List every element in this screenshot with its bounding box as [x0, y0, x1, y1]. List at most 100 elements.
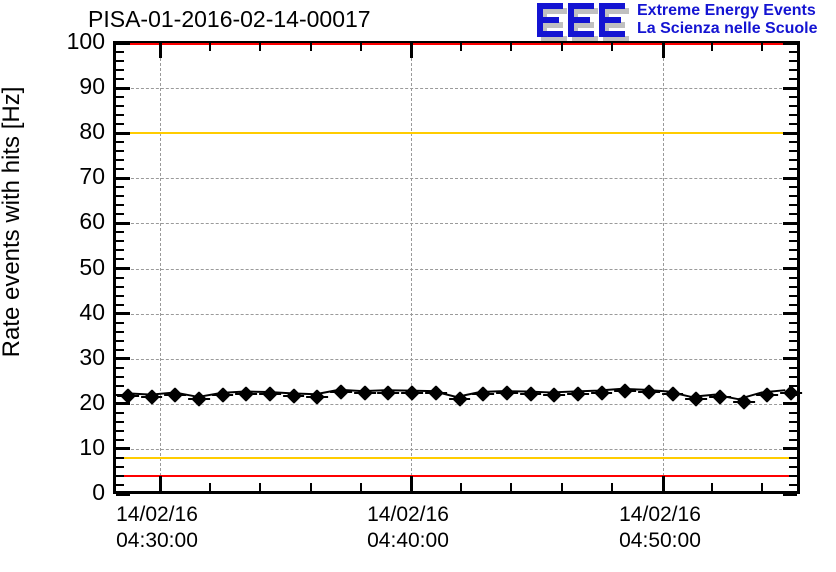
y-axis-minor-tick	[789, 420, 797, 423]
y-axis-minor-tick	[789, 186, 797, 189]
y-axis-minor-tick	[789, 213, 797, 216]
y-axis-minor-tick	[116, 114, 124, 117]
y-axis-minor-tick	[789, 150, 797, 153]
x-axis-tick-time: 04:40:00	[367, 529, 449, 552]
x-axis-minor-tick	[560, 43, 563, 51]
x-axis-minor-tick	[610, 43, 613, 51]
y-axis-minor-tick	[789, 429, 797, 432]
y-axis-tick-label: 40	[79, 298, 105, 325]
y-axis-tick-label: 60	[79, 208, 105, 235]
y-axis-minor-tick	[116, 420, 124, 423]
y-axis-minor-tick	[116, 78, 124, 81]
eee-letter-shadow-icon	[572, 8, 598, 42]
y-gridline	[116, 223, 797, 225]
y-axis-minor-tick	[789, 249, 797, 252]
y-axis-tick	[116, 131, 130, 135]
y-axis-minor-tick	[789, 123, 797, 126]
x-axis-minor-tick	[359, 483, 362, 491]
x-gridline	[663, 43, 664, 491]
y-axis-minor-tick	[116, 123, 124, 126]
y-axis-tick	[783, 41, 797, 45]
y-axis-minor-tick	[789, 159, 797, 162]
y-gridline	[116, 313, 797, 315]
y-axis-tick-label: 10	[79, 433, 105, 460]
y-axis-minor-tick	[116, 285, 124, 288]
y-axis-minor-tick	[116, 474, 124, 477]
y-axis-tick	[783, 357, 797, 361]
x-axis-minor-tick	[510, 43, 513, 51]
x-axis-tick-label: 14/02/16 04:40:00	[308, 502, 508, 554]
y-axis-minor-tick	[789, 60, 797, 63]
x-axis-minor-tick	[309, 483, 312, 491]
x-axis-minor-tick	[209, 43, 212, 51]
x-gridline	[160, 43, 161, 491]
y-axis-minor-tick	[789, 375, 797, 378]
y-axis-title-wrap: Rate events with hits [Hz]	[0, 0, 60, 572]
y-axis-tick	[783, 492, 797, 496]
y-axis-minor-tick	[789, 384, 797, 387]
x-axis-minor-tick	[711, 43, 714, 51]
plot-area	[113, 41, 803, 496]
y-axis-tick-label: 30	[79, 343, 105, 370]
y-axis-tick-label: 50	[79, 253, 105, 280]
y-axis-minor-tick	[789, 285, 797, 288]
y-axis-minor-tick	[789, 240, 797, 243]
x-axis-tick-date: 14/02/16	[619, 503, 701, 526]
y-gridline	[116, 178, 797, 180]
y-axis-minor-tick	[116, 438, 124, 441]
plot-top-border	[113, 41, 800, 44]
x-axis-minor-tick	[761, 483, 764, 491]
x-axis-minor-tick	[460, 43, 463, 51]
y-axis-tick	[116, 176, 130, 180]
x-axis-minor-tick	[209, 483, 212, 491]
eee-letter-icon	[537, 3, 563, 37]
y-axis-minor-tick	[116, 429, 124, 432]
y-axis-minor-tick	[116, 321, 124, 324]
eee-logo-mark	[537, 3, 629, 42]
x-axis-minor-tick	[761, 43, 764, 51]
x-axis-tick	[409, 43, 413, 58]
y-axis-tick	[116, 267, 130, 270]
y-axis-minor-tick	[789, 231, 797, 234]
y-axis-minor-tick	[116, 51, 124, 54]
x-axis-tick-time: 04:50:00	[619, 529, 701, 552]
y-axis-minor-tick	[789, 168, 797, 171]
y-axis-minor-tick	[116, 204, 124, 207]
x-axis-tick-label: 14/02/16 04:50:00	[560, 502, 760, 554]
threshold-line-upper-yellow-limit	[116, 132, 797, 135]
y-axis-minor-tick	[789, 366, 797, 369]
y-axis-minor-tick	[116, 366, 124, 369]
y-axis-minor-tick	[789, 195, 797, 198]
page-title: PISA-01-2016-02-14-00017	[88, 6, 371, 32]
y-axis-minor-tick	[789, 330, 797, 333]
y-axis-tick	[116, 447, 130, 451]
threshold-line-upper-red-limit	[116, 43, 797, 45]
y-axis-minor-tick	[789, 303, 797, 306]
y-axis-minor-tick	[116, 240, 124, 243]
y-axis-minor-tick	[789, 105, 797, 108]
y-axis-minor-tick	[116, 105, 124, 108]
y-axis-tick	[783, 131, 797, 135]
y-axis-minor-tick	[116, 483, 124, 486]
y-axis-minor-tick	[116, 411, 124, 414]
x-axis-tick	[661, 476, 665, 491]
x-axis-minor-tick	[309, 43, 312, 51]
y-axis-minor-tick	[116, 465, 124, 468]
y-gridline	[116, 403, 797, 405]
y-axis-minor-tick	[789, 96, 797, 99]
y-axis-minor-tick	[116, 375, 124, 378]
y-axis-minor-tick	[789, 276, 797, 279]
y-axis-tick	[116, 402, 130, 406]
y-axis-minor-tick	[116, 195, 124, 198]
x-axis-tick	[158, 476, 162, 491]
y-axis-minor-tick	[789, 411, 797, 414]
y-axis-minor-tick	[789, 465, 797, 468]
y-axis-minor-tick	[116, 60, 124, 63]
y-axis-minor-tick	[116, 213, 124, 216]
x-axis-tick	[158, 43, 162, 58]
x-axis-minor-tick	[259, 43, 262, 51]
y-axis-tick-label: 80	[79, 118, 105, 145]
y-axis-tick	[116, 86, 130, 90]
x-axis-minor-tick	[460, 483, 463, 491]
y-axis-minor-tick	[116, 168, 124, 171]
